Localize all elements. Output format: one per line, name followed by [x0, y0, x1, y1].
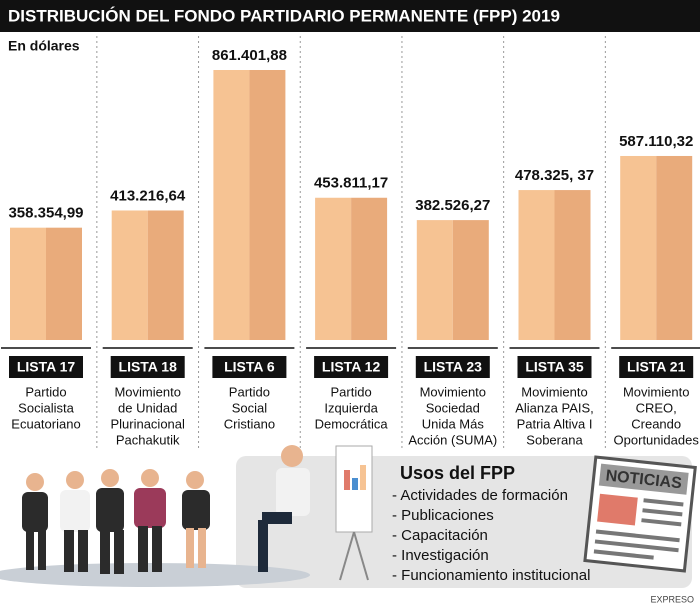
category-label: LISTA 23	[424, 359, 483, 375]
category-description: Oportunidades	[614, 432, 700, 447]
category-box	[619, 356, 694, 378]
bar	[213, 70, 286, 340]
bar-left	[213, 70, 250, 340]
chart-title: DISTRIBUCIÓN DEL FONDO PARTIDARIO PERMAN…	[8, 6, 560, 25]
category-description: Alianza PAIS,	[515, 400, 594, 415]
category-description: Patria Altiva I	[517, 416, 593, 431]
value-label: 413.216,64	[110, 187, 186, 204]
bar-right	[249, 70, 286, 340]
panel-item: - Funcionamiento institucional	[392, 567, 590, 584]
value-label: 382.526,27	[415, 197, 490, 214]
category-description: Ecuatoriano	[11, 416, 80, 431]
category-description: Movimiento	[420, 384, 486, 399]
bar	[620, 155, 693, 340]
category-description: de Unidad	[118, 400, 177, 415]
category-description: Acción (SUMA)	[408, 432, 497, 447]
panel-item: - Investigación	[392, 547, 489, 564]
bar	[315, 197, 388, 340]
category-description: Sociedad	[426, 400, 480, 415]
bar-right	[554, 190, 591, 340]
category-box	[110, 356, 185, 378]
bar	[10, 227, 82, 340]
category-label: LISTA 18	[119, 359, 178, 375]
panel-item: - Publicaciones	[392, 507, 494, 524]
category-description: Democrática	[315, 416, 389, 431]
category-description: Movimiento	[114, 384, 180, 399]
bar-right	[656, 155, 693, 340]
bar	[416, 220, 489, 340]
category-description: CREO,	[636, 400, 677, 415]
category-label: LISTA 6	[224, 359, 275, 375]
bar-right	[452, 220, 489, 340]
subtitle: En dólares	[8, 38, 80, 54]
category-description: Social	[232, 400, 268, 415]
value-label: 587.110,32	[619, 133, 693, 150]
category-description: Cristiano	[224, 416, 275, 431]
category-description: Movimiento	[521, 384, 587, 399]
value-label: 861.401,88	[212, 47, 287, 64]
title-bar	[0, 0, 700, 32]
category-description: Izquierda	[324, 400, 378, 415]
category-description: Creando	[631, 416, 681, 431]
category-description: Partido	[229, 384, 270, 399]
bar-left	[315, 197, 352, 340]
credit: EXPRESO	[650, 594, 694, 604]
panel-item: - Capacitación	[392, 527, 488, 544]
category-description: Unida Más	[422, 416, 485, 431]
category-description: Soberana	[526, 432, 583, 447]
newspaper-icon: NOTICIAS	[583, 455, 697, 573]
bar-left	[620, 155, 657, 340]
category-description: Socialista	[18, 400, 74, 415]
value-label: 478.325, 37	[515, 167, 594, 184]
bar	[111, 210, 184, 340]
bar-left	[111, 210, 148, 340]
bar-right	[46, 227, 82, 340]
category-box	[212, 356, 287, 378]
meeting-illustration	[0, 445, 373, 587]
bar-left	[10, 227, 46, 340]
category-box	[415, 356, 490, 378]
category-description: Movimiento	[623, 384, 689, 399]
bar-left	[416, 220, 453, 340]
category-description: Partido	[25, 384, 66, 399]
category-box	[9, 356, 83, 378]
category-label: LISTA 21	[627, 359, 686, 375]
category-label: LISTA 35	[525, 359, 584, 375]
category-description: Plurinacional	[110, 416, 185, 431]
value-label: 453.811,17	[314, 175, 388, 192]
bar	[518, 190, 591, 340]
category-description: Partido	[330, 384, 371, 399]
bar-right	[147, 210, 184, 340]
category-label: LISTA 12	[322, 359, 381, 375]
category-label: LISTA 17	[17, 359, 76, 375]
value-label: 358.354,99	[8, 205, 83, 222]
category-box	[314, 356, 389, 378]
panel-title: Usos del FPP	[400, 463, 515, 483]
panel-item: - Actividades de formación	[392, 487, 568, 504]
category-description: Pachakutik	[116, 432, 180, 447]
bar-left	[518, 190, 555, 340]
category-box	[517, 356, 592, 378]
bar-right	[351, 197, 388, 340]
